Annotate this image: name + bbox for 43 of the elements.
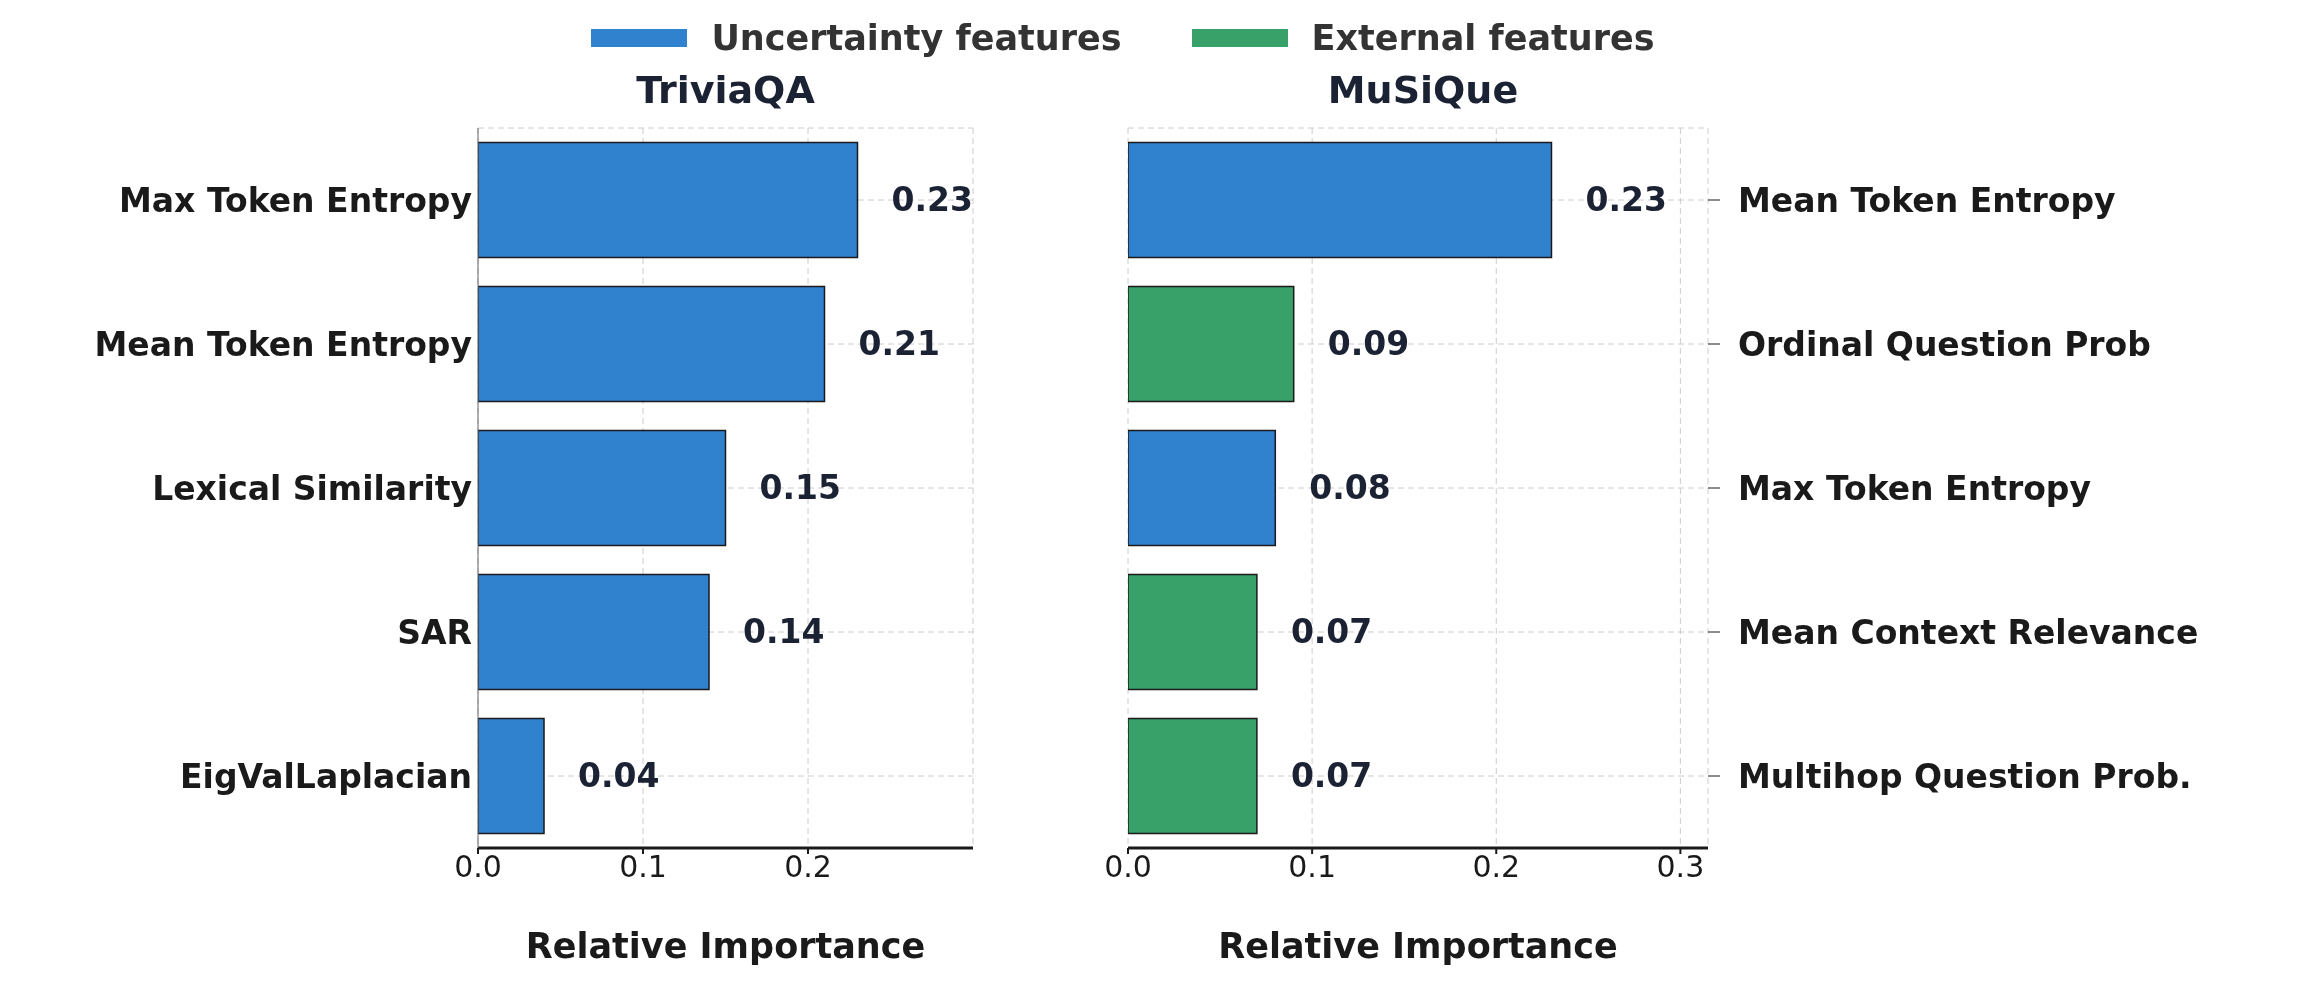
- data-label: 0.15: [759, 468, 841, 508]
- data-label: 0.04: [578, 756, 660, 796]
- y-tick-label: Ordinal Question Prob: [1738, 324, 2151, 364]
- bar: [478, 573, 710, 691]
- x-tick-label: 0.2: [1472, 849, 1521, 885]
- bar: [1128, 141, 1553, 259]
- bar: [478, 285, 826, 403]
- bar: [1128, 717, 1258, 835]
- legend-label: External features: [1311, 18, 1655, 58]
- x-tick-label: 0.2: [784, 849, 832, 885]
- bar: [478, 429, 727, 547]
- bar: [1128, 429, 1277, 547]
- x-tick-label: 0.0: [1104, 849, 1152, 885]
- legend-label: Uncertainty features: [711, 18, 1122, 58]
- x-tick-label: 0.0: [454, 849, 502, 885]
- bar: [1128, 573, 1258, 691]
- bar: [1128, 285, 1295, 403]
- data-label: 0.23: [891, 180, 973, 220]
- data-label: 0.09: [1327, 324, 1410, 364]
- data-label: 0.07: [1290, 612, 1373, 652]
- y-tick-label: Mean Token Entropy: [1738, 180, 2116, 220]
- data-label: 0.08: [1309, 468, 1391, 508]
- y-tick-label: Mean Token Entropy: [94, 324, 472, 364]
- x-tick-label: 0.1: [619, 849, 667, 885]
- y-tick-label: Max Token Entropy: [119, 180, 472, 220]
- y-tick-label: SAR: [397, 612, 472, 652]
- data-label: 0.23: [1585, 180, 1667, 220]
- data-label: 0.14: [743, 612, 825, 652]
- x-tick-label: 0.1: [1288, 849, 1336, 885]
- y-tick-label: Max Token Entropy: [1738, 468, 2091, 508]
- bar: [478, 717, 545, 835]
- chart-title: MuSiQue: [1326, 68, 1520, 114]
- x-axis-title: Relative Importance: [1218, 926, 1618, 966]
- y-tick-label: EigValLaplacian: [180, 756, 472, 796]
- data-label: 0.07: [1290, 756, 1373, 796]
- y-tick-label: Mean Context Relevance: [1738, 612, 2199, 652]
- chart-title: TriviaQA: [635, 68, 816, 114]
- x-tick-label: 0.3: [1656, 849, 1705, 885]
- x-axis-title: Relative Importance: [525, 926, 926, 966]
- y-tick-label: Multihop Question Prob.: [1738, 756, 2192, 796]
- data-label: 0.21: [858, 324, 940, 364]
- bar: [478, 141, 859, 259]
- y-tick-label: Lexical Similarity: [152, 468, 472, 508]
